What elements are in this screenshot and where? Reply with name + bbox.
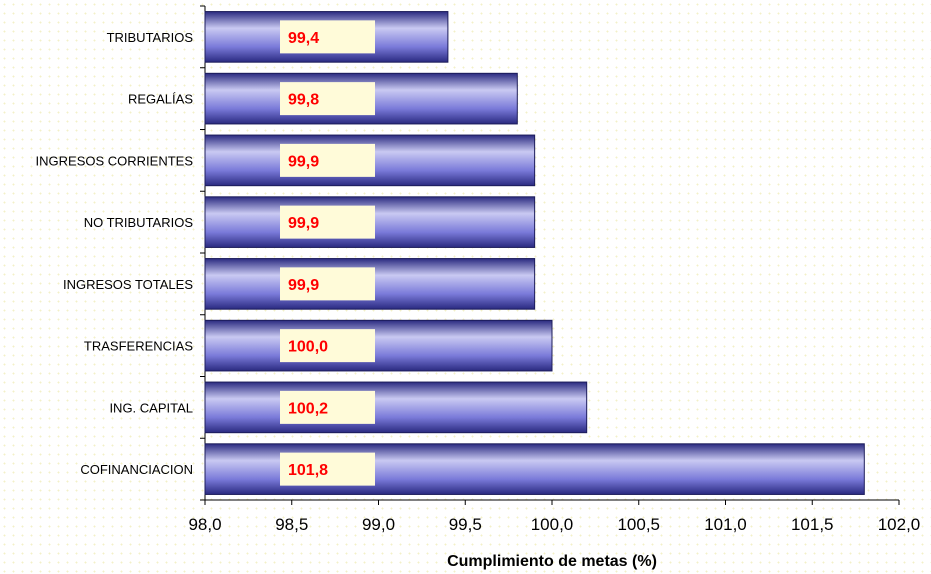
x-axis-title: Cumplimiento de metas (%) bbox=[447, 553, 657, 570]
category-label: INGRESOS CORRIENTES bbox=[36, 153, 194, 168]
data-label-box bbox=[280, 143, 375, 177]
category-label: REGALÍAS bbox=[128, 92, 193, 107]
data-label: 99,9 bbox=[288, 215, 319, 232]
data-label-box bbox=[280, 329, 375, 363]
x-tick-label: 100,0 bbox=[531, 515, 574, 534]
x-tick-label: 99,0 bbox=[362, 515, 395, 534]
category-label: INGRESOS TOTALES bbox=[63, 277, 193, 292]
x-tick-label: 99,5 bbox=[449, 515, 482, 534]
x-tick-label: 101,0 bbox=[704, 515, 747, 534]
x-tick-label: 98,0 bbox=[188, 515, 221, 534]
y-axis: TRIBUTARIOS REGALÍAS INGRESOS CORRIENTES NO… bbox=[36, 5, 206, 501]
data-label: 99,4 bbox=[288, 30, 319, 47]
x-tick-label: 101,5 bbox=[791, 515, 834, 534]
data-label: 101,8 bbox=[288, 462, 328, 479]
data-label-box bbox=[280, 205, 375, 239]
bar bbox=[204, 381, 588, 434]
data-label: 99,9 bbox=[288, 277, 319, 294]
x-tick-label: 100,5 bbox=[617, 515, 660, 534]
data-label: 100,0 bbox=[288, 339, 328, 356]
x-tick-label: 102,0 bbox=[878, 515, 921, 534]
data-label: 99,9 bbox=[288, 153, 319, 170]
x-axis: 98,0 98,5 99,0 99,5 100,0 100,5 101,0 101,5 102,… bbox=[188, 499, 921, 534]
data-label: 100,2 bbox=[288, 400, 328, 417]
category-label: TRASFERENCIAS bbox=[84, 339, 193, 354]
data-labels: 99,4 99,8 99,9 99,9 99,9 100,0 100,2 101,8 bbox=[280, 20, 375, 486]
x-tick-label: 98,5 bbox=[275, 515, 308, 534]
category-label: COFINANCIACION bbox=[80, 462, 193, 477]
data-label-box bbox=[280, 82, 375, 116]
data-label-box bbox=[280, 267, 375, 301]
data-label-box bbox=[280, 20, 375, 54]
category-label: NO TRIBUTARIOS bbox=[84, 215, 194, 230]
data-label-box bbox=[280, 452, 375, 486]
category-label: ING. CAPITAL bbox=[109, 400, 193, 415]
data-label-box bbox=[280, 390, 375, 424]
bar bbox=[204, 319, 553, 372]
data-label: 99,8 bbox=[288, 92, 319, 109]
category-label: TRIBUTARIOS bbox=[107, 30, 194, 45]
